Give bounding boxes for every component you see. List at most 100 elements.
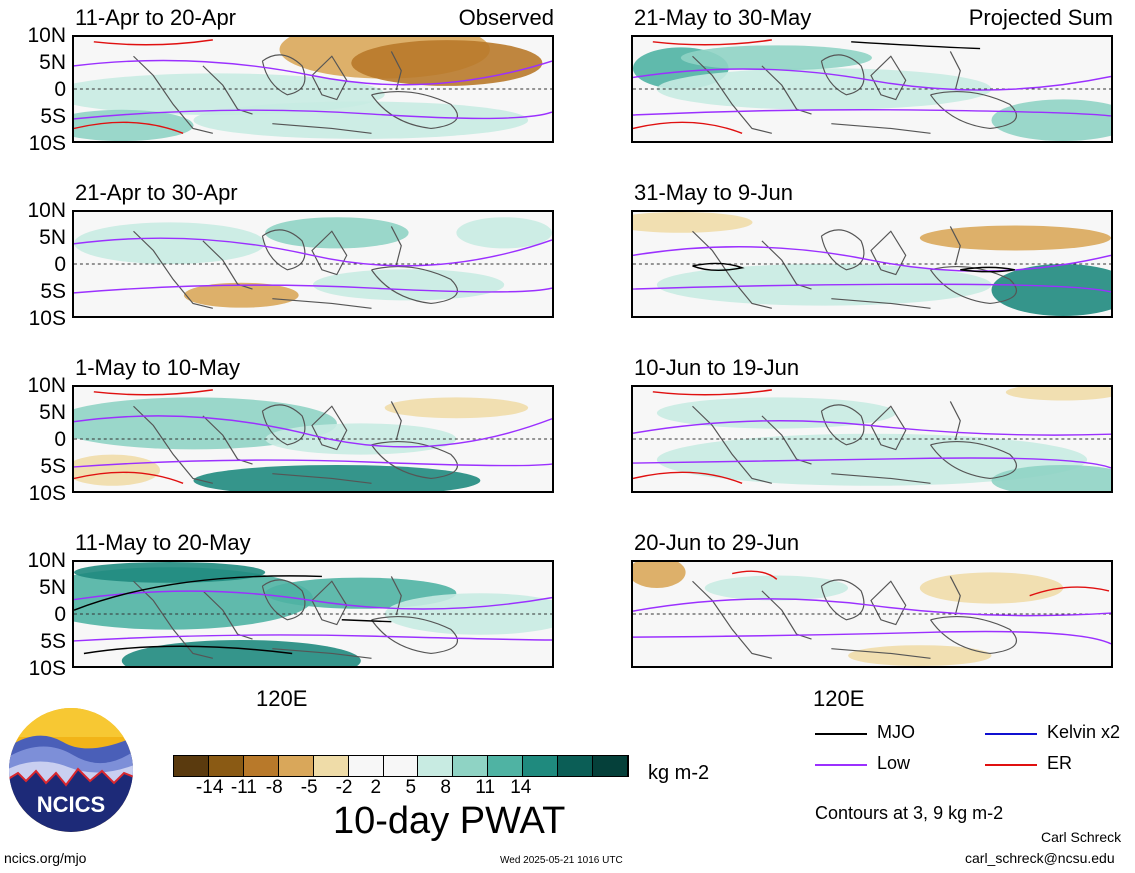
coastline — [930, 441, 1017, 480]
lat-label: 0 — [54, 428, 66, 451]
lat-label: 10N — [27, 24, 66, 47]
coastline — [820, 404, 865, 446]
coastline — [202, 240, 253, 290]
coastline — [870, 405, 907, 451]
lat-label: 5S — [40, 455, 66, 478]
mjo-contour — [74, 575, 392, 655]
coastline — [831, 648, 931, 659]
coastline — [761, 65, 812, 115]
lat-label: 10S — [28, 132, 66, 155]
coastline — [311, 580, 348, 626]
pwat-anomaly-area — [384, 397, 529, 419]
legend-swatch — [985, 733, 1037, 735]
coastline — [261, 54, 306, 96]
pwat-anomaly-area — [704, 575, 849, 601]
low-contour — [633, 420, 1111, 469]
author: Carl Schreck — [1041, 829, 1122, 845]
pwat-anomaly-area — [74, 222, 266, 264]
coastline — [831, 473, 931, 484]
low-contour — [74, 590, 552, 642]
lat-label: 10S — [28, 657, 66, 680]
coastline — [930, 616, 1017, 655]
coastline — [272, 298, 372, 309]
coastline — [870, 55, 907, 101]
coastline — [272, 648, 372, 659]
coastline — [949, 576, 961, 616]
coastline — [831, 298, 931, 309]
colorbar-swatch — [278, 756, 314, 776]
panel-corner-label: Observed — [458, 5, 554, 30]
pwat-anomaly-area — [193, 465, 481, 491]
ncics-logo: NCICS — [9, 708, 133, 832]
coastline — [133, 230, 213, 309]
coastline — [692, 405, 772, 484]
timestamp: Wed 2025-05-21 1016 UTC — [500, 855, 623, 866]
lat-label: 5N — [39, 401, 66, 424]
pwat-anomaly-area — [193, 101, 529, 139]
map-panel — [72, 385, 554, 493]
lat-label: 10N — [27, 374, 66, 397]
low-contour — [74, 237, 552, 294]
colorbar-title: 10-day PWAT — [333, 800, 566, 842]
colorbar-tick-label: -2 — [335, 777, 353, 798]
pwat-anomaly-area — [313, 269, 505, 301]
coastline — [692, 580, 772, 659]
er-contour — [633, 39, 772, 134]
coastline — [949, 401, 961, 441]
pwat-anomaly-area — [680, 45, 872, 71]
lat-label: 0 — [54, 78, 66, 101]
pwat-anomaly-area — [351, 40, 543, 86]
coastline — [949, 51, 961, 91]
colorbar-tick-label: 2 — [370, 777, 382, 798]
coastline — [133, 405, 213, 484]
coastline — [371, 616, 458, 655]
coastline — [761, 590, 812, 640]
lat-label: 10N — [27, 549, 66, 572]
er-contour — [74, 389, 213, 484]
coastline — [261, 404, 306, 446]
colorbar-tick-label: 11 — [475, 777, 496, 798]
map-panel — [72, 560, 554, 668]
legend-label: MJO — [877, 722, 915, 742]
map-panel — [631, 560, 1113, 668]
coastline — [133, 55, 213, 134]
legend-swatch — [815, 733, 867, 735]
logo-text: NCICS — [37, 792, 105, 817]
coastline — [272, 123, 372, 134]
colorbar-swatch — [383, 756, 419, 776]
colorbar-units: kg m-2 — [648, 762, 710, 784]
legend-label: Kelvin x2 — [1047, 722, 1121, 742]
low-contour — [74, 59, 552, 120]
coastline — [261, 229, 306, 271]
mjo-contour — [692, 262, 1015, 273]
pwat-anomaly-area — [991, 465, 1111, 491]
pwat-anomaly-area — [991, 99, 1111, 141]
lon-label-left: 120E — [256, 686, 308, 711]
legend-label: ER — [1047, 753, 1073, 773]
colorbar-swatch — [558, 756, 594, 776]
author-email: carl_schreck@ncsu.edu — [965, 850, 1115, 866]
lat-label: 10S — [28, 307, 66, 330]
site-link[interactable]: ncics.org/mjo — [4, 850, 87, 866]
coastline — [930, 91, 1017, 130]
coastline — [761, 240, 812, 290]
panel-title: 10-Jun to 19-Jun — [634, 355, 800, 380]
panel-title: 21-May to 30-May — [634, 5, 812, 30]
er-contour — [633, 389, 772, 484]
coastline — [692, 55, 772, 134]
pwat-anomaly-area — [74, 562, 266, 583]
lat-label: 5N — [39, 51, 66, 74]
panel-title: 11-Apr to 20-Apr — [75, 5, 237, 30]
map-panel — [631, 35, 1113, 143]
coastline — [202, 590, 253, 640]
lon-label-right: 120E — [813, 686, 865, 711]
coastline — [820, 54, 865, 96]
coastline — [371, 441, 458, 480]
coastline — [820, 229, 865, 271]
panel-corner-label: Projected Sum — [968, 5, 1113, 30]
coastline — [761, 415, 812, 465]
coastline — [390, 51, 402, 91]
pwat-anomaly-area — [991, 264, 1111, 316]
coastline — [311, 405, 348, 451]
panel-title: 20-Jun to 29-Jun — [634, 530, 800, 555]
